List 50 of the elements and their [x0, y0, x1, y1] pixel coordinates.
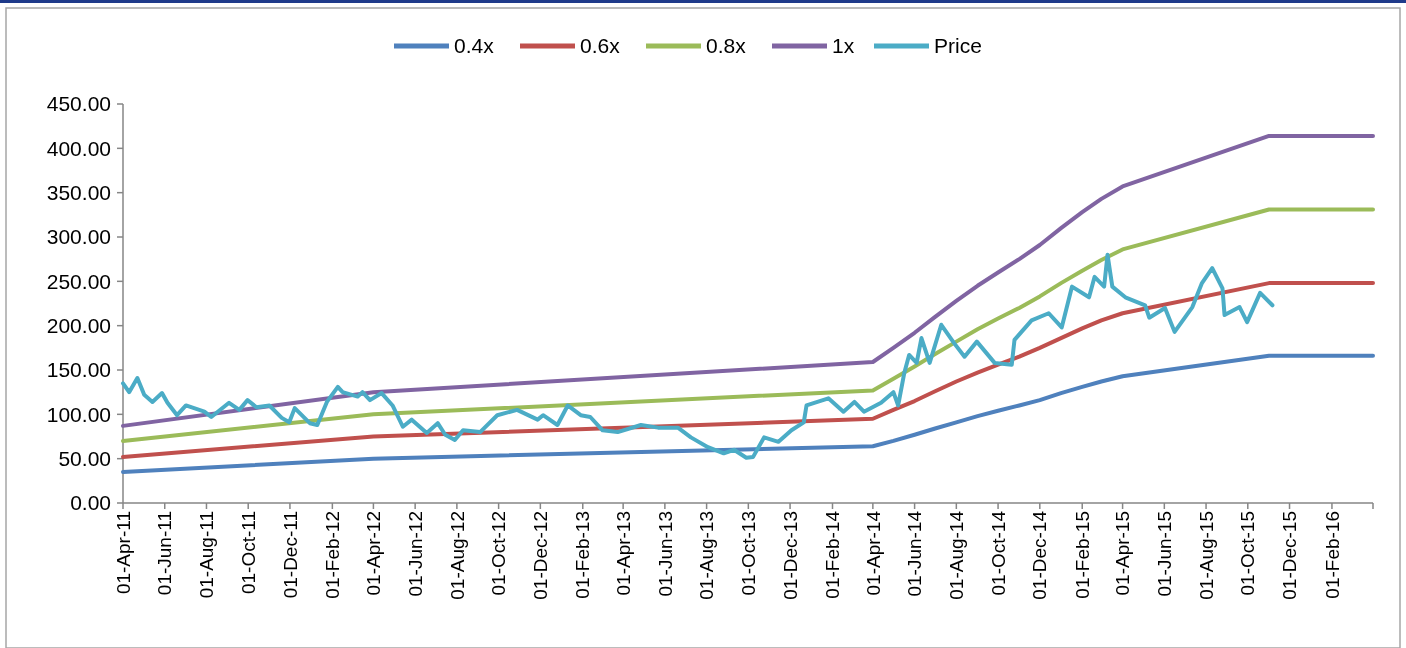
- y-tick-label: 400.00: [46, 136, 111, 160]
- x-tick-label: 01-Oct-11: [237, 511, 259, 595]
- line-series: [121, 207, 1375, 443]
- legend-label: 0.4x: [454, 34, 495, 58]
- y-tick-label: 100.00: [46, 402, 111, 426]
- x-tick-label: 01-Feb-14: [822, 510, 844, 599]
- x-tick-label: 01-Feb-16: [1321, 511, 1343, 599]
- x-tick-label: 01-Oct-15: [1237, 511, 1259, 596]
- x-tick-label: 01-Jun-12: [404, 511, 426, 597]
- x-tick-label: 01-Aug-11: [196, 511, 218, 599]
- x-tick-label: 01-Aug-12: [446, 511, 468, 600]
- x-tick-label: 01-Apr-13: [612, 511, 634, 596]
- x-tick-label: 01-Feb-12: [322, 511, 344, 599]
- y-tick-label: 450.00: [46, 92, 111, 116]
- y-tick-label: 200.00: [46, 314, 111, 338]
- legend-label: Price: [934, 34, 982, 58]
- line-series: [121, 133, 1375, 428]
- y-tick-label: 300.00: [46, 225, 111, 249]
- x-tick-label: 01-Dec-11: [279, 511, 301, 599]
- x-tick-label: 01-Dec-14: [1029, 510, 1051, 600]
- y-tick-label: 350.00: [46, 181, 111, 205]
- y-tick-label: 0.00: [70, 491, 111, 515]
- x-tick-label: 01-Dec-12: [530, 511, 551, 600]
- x-tick-label: 01-Apr-12: [363, 511, 385, 596]
- legend-label: 0.8x: [706, 34, 747, 58]
- x-tick-label: 01-Aug-14: [945, 510, 967, 600]
- x-tick-label: 01-Oct-12: [488, 511, 510, 596]
- x-tick-label: 01-Oct-13: [737, 511, 759, 596]
- x-tick-label: 01-Dec-15: [1279, 511, 1301, 600]
- y-tick-label: 50.00: [58, 447, 111, 471]
- x-tick-label: 01-Apr-14: [862, 510, 884, 596]
- x-tick-label: 01-Jun-14: [904, 510, 926, 597]
- x-tick-label: 01-Jun-11: [154, 511, 176, 596]
- x-tick-label: 01-Feb-15: [1071, 511, 1093, 599]
- x-tick-label: 01-Jun-15: [1153, 511, 1175, 597]
- x-tick-label: 01-Apr-15: [1112, 511, 1134, 596]
- legend-label: 0.6x: [580, 34, 621, 58]
- y-tick-label: 150.00: [46, 358, 111, 382]
- line-series: [121, 252, 1275, 460]
- x-tick-label: 01-Feb-13: [572, 511, 594, 599]
- x-tick-label: 01-Jun-13: [654, 511, 676, 597]
- line-series: [121, 353, 1375, 474]
- line-series: [121, 281, 1375, 459]
- x-tick-label: 01-Aug-15: [1195, 511, 1217, 600]
- x-tick-label: 01-Apr-11: [112, 511, 134, 595]
- x-tick-label: 01-Oct-14: [987, 510, 1009, 596]
- x-tick-label: 01-Dec-13: [779, 511, 801, 600]
- legend-label: 1x: [832, 34, 855, 58]
- x-tick-label: 01-Aug-13: [696, 511, 718, 600]
- y-tick-label: 250.00: [46, 269, 111, 293]
